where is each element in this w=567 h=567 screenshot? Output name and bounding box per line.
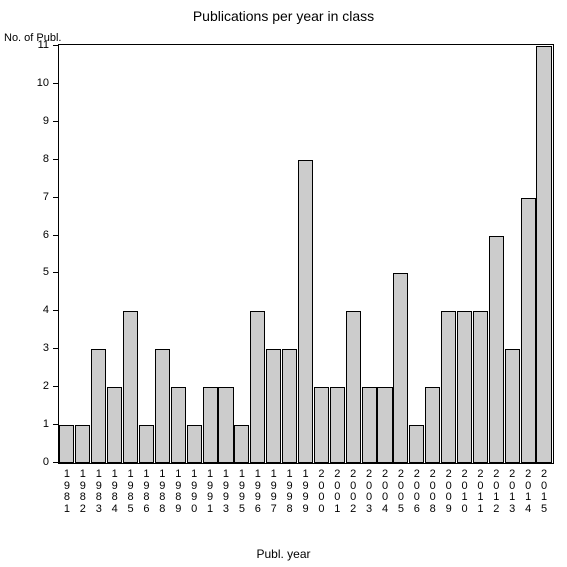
bar (203, 387, 218, 463)
bar (187, 425, 202, 463)
y-tick-label: 2 (43, 380, 49, 392)
x-tick-label: 1999 (299, 469, 313, 515)
bar (282, 349, 297, 463)
y-tick-label: 9 (43, 115, 49, 127)
x-tick-label: 1998 (283, 469, 297, 515)
y-tick-label: 0 (43, 456, 49, 468)
bar (314, 387, 329, 463)
y-tick (53, 197, 59, 198)
x-tick-label: 2006 (410, 469, 424, 515)
y-tick (53, 348, 59, 349)
bar (457, 311, 472, 463)
y-tick-label: 6 (43, 229, 49, 241)
bar (298, 160, 313, 463)
bar (59, 425, 74, 463)
bar (425, 387, 440, 463)
x-tick-label: 2010 (458, 469, 472, 515)
y-tick (53, 310, 59, 311)
x-tick-label: 2005 (394, 469, 408, 515)
bar (409, 425, 424, 463)
bar (346, 311, 361, 463)
x-tick-label: 1988 (155, 469, 169, 515)
y-tick (53, 386, 59, 387)
x-tick-label: 1986 (139, 469, 153, 515)
x-tick-label: 2004 (378, 469, 392, 515)
y-tick-label: 7 (43, 191, 49, 203)
x-tick-label: 2009 (442, 469, 456, 515)
chart-title: Publications per year in class (0, 8, 567, 24)
x-tick-label: 1996 (251, 469, 265, 515)
x-tick-label: 2008 (426, 469, 440, 515)
bar (155, 349, 170, 463)
y-axis-title: No. of Publ. (4, 32, 61, 44)
bars-group (59, 45, 553, 463)
x-tick-label: 2001 (330, 469, 344, 515)
bar (123, 311, 138, 463)
x-axis-title: Publ. year (0, 547, 567, 561)
x-tick-label: 2011 (473, 469, 487, 515)
y-tick-label: 1 (43, 418, 49, 430)
bar (75, 425, 90, 463)
y-tick-label: 10 (37, 77, 49, 89)
bar (536, 46, 551, 463)
x-tick-label: 2003 (362, 469, 376, 515)
x-tick-label: 1982 (76, 469, 90, 515)
y-tick-label: 5 (43, 266, 49, 278)
bar (521, 198, 536, 463)
y-tick (53, 462, 59, 463)
bar (171, 387, 186, 463)
bar (139, 425, 154, 463)
bar (330, 387, 345, 463)
bar (489, 236, 504, 463)
bar (107, 387, 122, 463)
x-tick-label: 1997 (267, 469, 281, 515)
y-tick (53, 159, 59, 160)
bar (362, 387, 377, 463)
bar (377, 387, 392, 463)
bar (250, 311, 265, 463)
x-tick-label: 1985 (124, 469, 138, 515)
y-tick (53, 235, 59, 236)
y-tick (53, 83, 59, 84)
x-tick-label: 2015 (537, 469, 551, 515)
x-tick-label: 1990 (187, 469, 201, 515)
bar (234, 425, 249, 463)
bar (266, 349, 281, 463)
bar (393, 273, 408, 463)
x-tick-label: 1989 (171, 469, 185, 515)
y-tick (53, 45, 59, 46)
y-tick (53, 121, 59, 122)
y-tick-label: 8 (43, 153, 49, 165)
x-tick-label: 2014 (521, 469, 535, 515)
x-tick-label: 2013 (505, 469, 519, 515)
x-tick-label: 1991 (203, 469, 217, 515)
x-tick-label: 1993 (219, 469, 233, 515)
bar (473, 311, 488, 463)
y-tick (53, 424, 59, 425)
publications-chart: Publications per year in class No. of Pu… (0, 0, 567, 567)
y-tick-label: 11 (38, 39, 49, 51)
x-tick-label: 1984 (108, 469, 122, 515)
bar (91, 349, 106, 463)
bar (441, 311, 456, 463)
bar (505, 349, 520, 463)
x-tick-label: 1981 (60, 469, 74, 515)
y-tick-label: 3 (43, 342, 49, 354)
x-tick-label: 2000 (314, 469, 328, 515)
x-tick-label: 1983 (92, 469, 106, 515)
plot-area: 0123456789101119811982198319841985198619… (58, 44, 554, 464)
y-tick-label: 4 (43, 304, 49, 316)
y-tick (53, 272, 59, 273)
x-tick-label: 1995 (235, 469, 249, 515)
x-tick-label: 2012 (489, 469, 503, 515)
x-tick-label: 2002 (346, 469, 360, 515)
bar (218, 387, 233, 463)
